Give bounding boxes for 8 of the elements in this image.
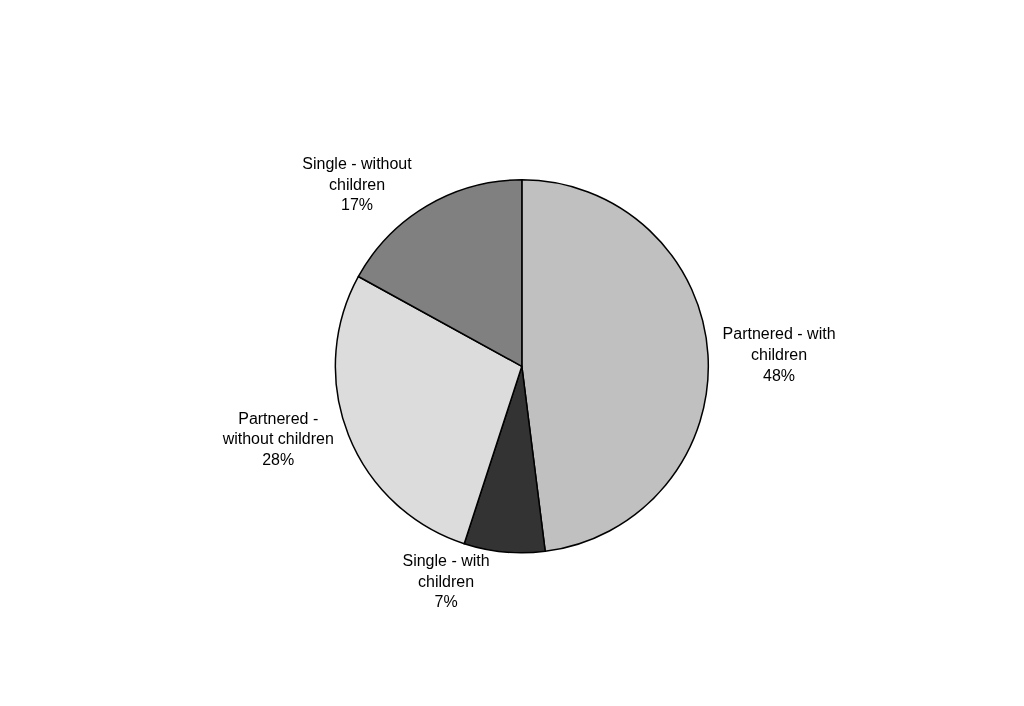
- slice-label: Partnered - without children: [221, 409, 334, 448]
- slice-label: Partnered - with children: [722, 325, 836, 363]
- data-label: 7%: [434, 593, 458, 611]
- data-label: 28%: [262, 451, 295, 469]
- slice-label: Single - without children: [302, 154, 413, 193]
- slice-label: Single - with children: [402, 551, 490, 590]
- data-label: 17%: [341, 196, 374, 214]
- data-label: 48%: [763, 366, 796, 384]
